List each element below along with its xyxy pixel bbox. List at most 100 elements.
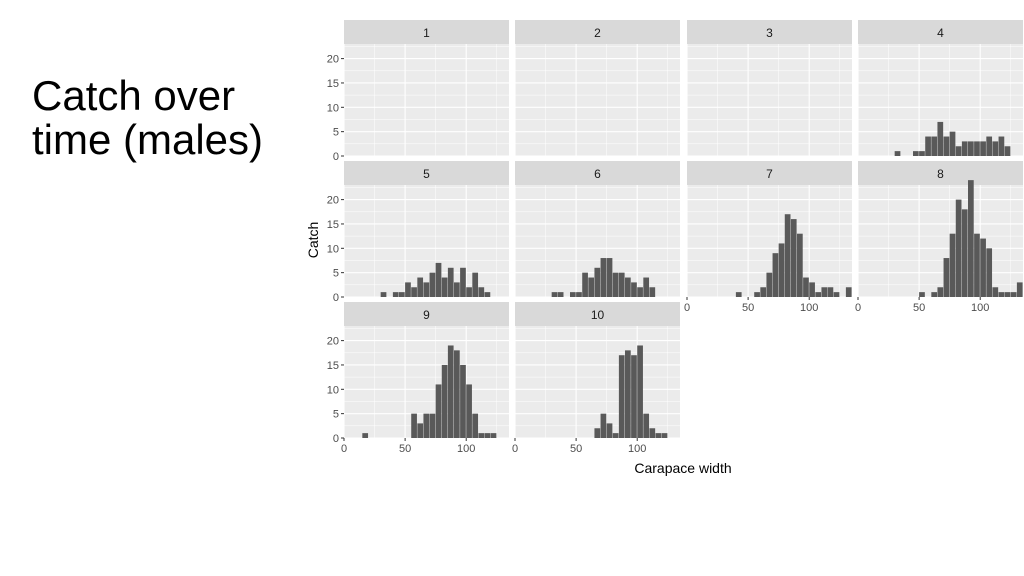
histogram-bar (937, 121, 944, 156)
histogram-bar (980, 141, 986, 156)
histogram-bar (754, 292, 760, 297)
y-tick-label: 0 (333, 433, 339, 445)
y-tick-label: 15 (327, 219, 339, 231)
histogram-bar (1010, 292, 1017, 297)
histogram-bar (919, 292, 925, 297)
y-axis-title: Catch (305, 222, 321, 259)
histogram-bar (913, 151, 919, 156)
histogram-bar (576, 292, 582, 297)
histogram-bar (625, 350, 631, 438)
histogram-bar (1004, 146, 1011, 156)
histogram-bar (631, 282, 637, 297)
histogram-bar (484, 292, 491, 297)
histogram-bar (955, 199, 962, 297)
histogram-bar (980, 238, 986, 297)
histogram-bar (618, 355, 625, 438)
x-tick-label: 50 (913, 302, 925, 314)
histogram-bar (937, 287, 944, 297)
histogram-bar (992, 287, 999, 297)
histogram-bar (649, 287, 656, 297)
histogram-bar (429, 272, 436, 297)
y-tick-label: 10 (327, 102, 339, 114)
y-tick-label: 5 (333, 409, 339, 421)
x-axis-title: Carapace width (634, 460, 731, 476)
facet-label: 1 (423, 26, 430, 40)
panel-background (344, 44, 509, 156)
histogram-bar (772, 253, 779, 297)
histogram-bar (821, 287, 828, 297)
facet-strip (515, 302, 680, 326)
x-tick-label: 100 (457, 443, 475, 455)
histogram-bar (570, 292, 576, 297)
histogram-bar (606, 423, 613, 438)
panel-background (344, 185, 509, 297)
histogram-bar (380, 292, 387, 297)
histogram-bar (441, 364, 448, 438)
histogram-bar (362, 433, 369, 438)
histogram-bar (399, 292, 405, 297)
histogram-bar (472, 272, 479, 297)
histogram-bar (460, 267, 466, 297)
histogram-bar (961, 141, 968, 156)
histogram-bar (661, 433, 668, 438)
histogram-bar (600, 258, 607, 297)
x-tick-label: 0 (855, 302, 861, 314)
facet-strip (515, 20, 680, 44)
histogram-bar (943, 136, 950, 156)
histogram-bar (845, 287, 852, 297)
histogram-bar (797, 233, 803, 297)
histogram-bar (998, 292, 1005, 297)
facet-label: 3 (766, 26, 773, 40)
histogram-bar (643, 413, 650, 438)
panel-background (858, 185, 1023, 297)
histogram-bar (760, 287, 767, 297)
histogram-bar (594, 428, 601, 438)
panel-background (687, 44, 852, 156)
histogram-bar (441, 277, 448, 297)
histogram-bar (435, 384, 442, 438)
facet-strip (858, 20, 1023, 44)
histogram-bar (588, 277, 595, 297)
histogram-bar (961, 209, 968, 297)
histogram-bar (919, 151, 925, 156)
histogram-bar (974, 233, 980, 297)
histogram-bar (986, 248, 993, 297)
facet-strip (344, 161, 509, 185)
histogram-bar (618, 272, 625, 297)
histogram-bar (637, 345, 643, 438)
histogram-bar (949, 131, 956, 156)
histogram-bar (643, 277, 650, 297)
histogram-bar (649, 428, 656, 438)
histogram-bar (460, 364, 466, 438)
histogram-bar (484, 433, 491, 438)
histogram-bar (466, 287, 472, 297)
histogram-bar (423, 282, 430, 297)
facet-label: 8 (937, 167, 944, 181)
histogram-bar (551, 292, 558, 297)
y-tick-label: 5 (333, 268, 339, 280)
y-tick-label: 15 (327, 78, 339, 90)
histogram-bar (827, 287, 834, 297)
x-tick-label: 0 (512, 443, 518, 455)
facet-strip (858, 161, 1023, 185)
histogram-bar (1016, 282, 1023, 297)
facet-label: 6 (594, 167, 601, 181)
histogram-bar (582, 272, 588, 297)
x-tick-label: 100 (628, 443, 646, 455)
histogram-bar (931, 292, 938, 297)
histogram-bar (631, 355, 637, 438)
histogram-bar (735, 292, 742, 297)
histogram-bar (417, 423, 424, 438)
facet-strip (344, 302, 509, 326)
facet-strip (515, 161, 680, 185)
panel-background (515, 326, 680, 438)
histogram-bar (925, 136, 931, 156)
x-tick-label: 0 (341, 443, 347, 455)
histogram-bar (998, 136, 1005, 156)
histogram-bar (466, 384, 472, 438)
histogram-bar (435, 262, 442, 297)
histogram-bar (594, 267, 601, 297)
histogram-bar (784, 214, 791, 297)
histogram-bar (600, 413, 607, 438)
